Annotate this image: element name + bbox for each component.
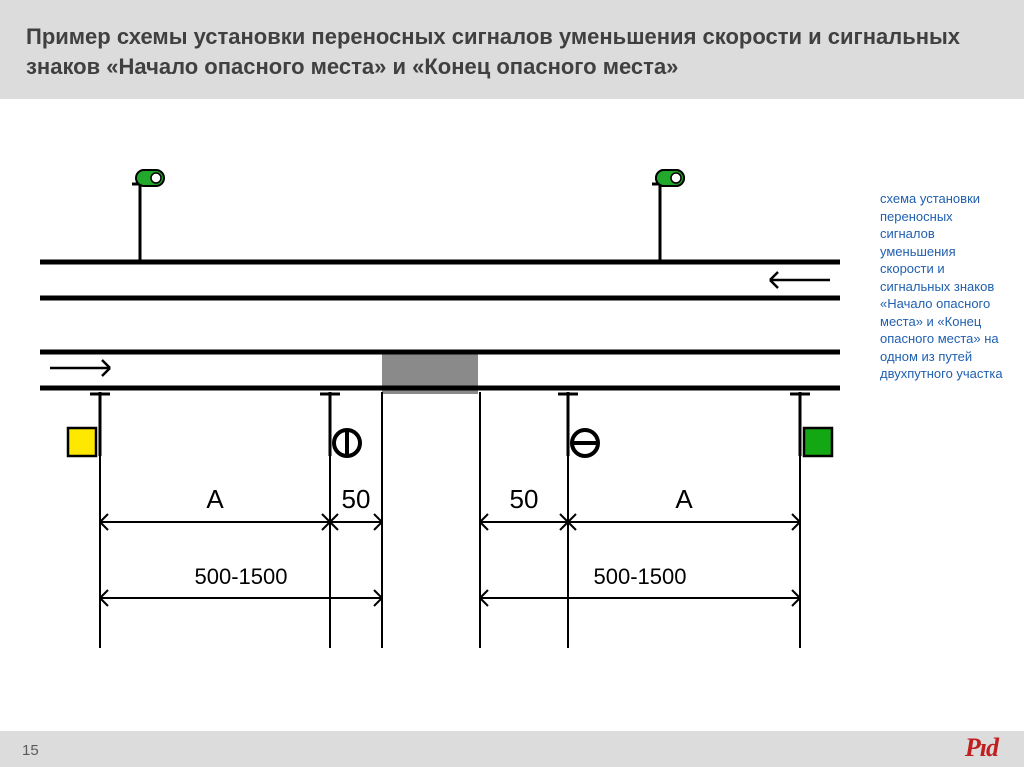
page-number: 15 [22, 742, 39, 759]
slide-title: Пример схемы установки переносных сигнал… [0, 0, 1024, 99]
svg-text:500-1500: 500-1500 [195, 564, 288, 589]
footer-bar: 15 Pıd [0, 731, 1024, 767]
svg-text:А: А [675, 484, 693, 514]
signal-scheme-diagram: А 50 50 А 500-1500 500-1500 [10, 160, 860, 720]
rzd-logo: Pıd [965, 733, 998, 763]
svg-text:50: 50 [342, 484, 371, 514]
svg-text:500-1500: 500-1500 [594, 564, 687, 589]
diagram-caption: схема установки переносных сигналов умен… [880, 190, 1010, 383]
svg-text:А: А [206, 484, 224, 514]
svg-text:50: 50 [510, 484, 539, 514]
